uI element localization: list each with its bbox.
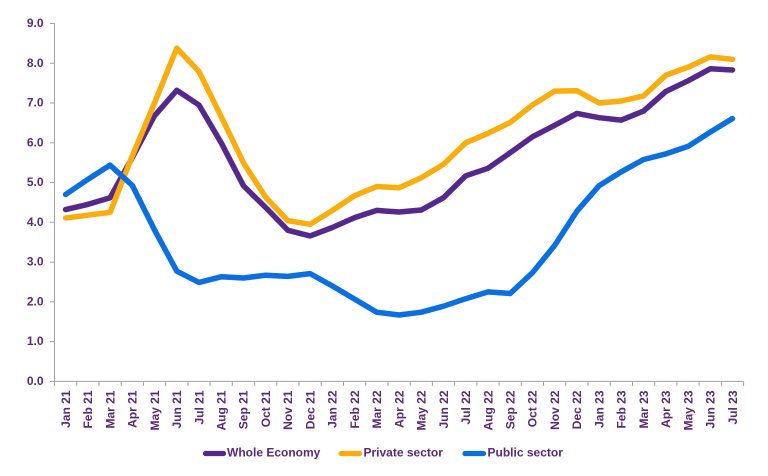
svg-text:Nov 21: Nov 21	[281, 390, 295, 430]
svg-text:Jul 22: Jul 22	[459, 390, 473, 424]
svg-text:Jan 21: Jan 21	[59, 390, 73, 428]
svg-text:Jun 23: Jun 23	[704, 390, 718, 428]
svg-text:0.0: 0.0	[27, 374, 44, 388]
svg-text:Feb 22: Feb 22	[348, 390, 362, 428]
svg-text:2.0: 2.0	[27, 295, 44, 309]
svg-text:4.0: 4.0	[27, 215, 44, 229]
svg-text:Aug 22: Aug 22	[481, 390, 495, 430]
svg-text:Apr 22: Apr 22	[392, 390, 406, 428]
svg-text:May 22: May 22	[415, 390, 429, 430]
svg-text:6.0: 6.0	[27, 135, 44, 149]
svg-text:Jun 21: Jun 21	[170, 390, 184, 428]
svg-text:Jan 22: Jan 22	[326, 390, 340, 428]
svg-text:9.0: 9.0	[27, 16, 44, 30]
svg-text:Mar 22: Mar 22	[370, 390, 384, 428]
svg-text:Whole Economy: Whole Economy	[227, 446, 321, 460]
svg-text:Apr 21: Apr 21	[126, 390, 140, 428]
svg-text:Oct 22: Oct 22	[526, 390, 540, 427]
svg-text:Private sector: Private sector	[364, 446, 444, 460]
svg-text:Dec 22: Dec 22	[570, 390, 584, 429]
svg-text:7.0: 7.0	[27, 96, 44, 110]
svg-text:Oct 21: Oct 21	[259, 390, 273, 427]
svg-text:Dec 21: Dec 21	[303, 390, 317, 429]
svg-text:May 23: May 23	[681, 390, 695, 430]
svg-text:8.0: 8.0	[27, 56, 44, 70]
svg-text:Jul 21: Jul 21	[192, 390, 206, 424]
svg-text:Mar 23: Mar 23	[637, 390, 651, 428]
svg-text:Apr 23: Apr 23	[659, 390, 673, 428]
svg-text:Nov 22: Nov 22	[548, 390, 562, 430]
svg-text:Aug 21: Aug 21	[215, 390, 229, 430]
svg-text:Public sector: Public sector	[488, 446, 564, 460]
svg-text:Sep 22: Sep 22	[504, 390, 518, 429]
svg-text:May 21: May 21	[148, 390, 162, 430]
svg-text:Mar 21: Mar 21	[103, 390, 117, 428]
svg-text:Sep 21: Sep 21	[237, 390, 251, 429]
svg-text:1.0: 1.0	[27, 334, 44, 348]
svg-text:3.0: 3.0	[27, 255, 44, 269]
svg-text:Jun 22: Jun 22	[437, 390, 451, 428]
svg-text:5.0: 5.0	[27, 175, 44, 189]
svg-text:Feb 21: Feb 21	[81, 390, 95, 428]
svg-text:Jul 23: Jul 23	[726, 390, 740, 424]
svg-text:Feb 23: Feb 23	[615, 390, 629, 428]
svg-text:Jan 23: Jan 23	[592, 390, 606, 428]
